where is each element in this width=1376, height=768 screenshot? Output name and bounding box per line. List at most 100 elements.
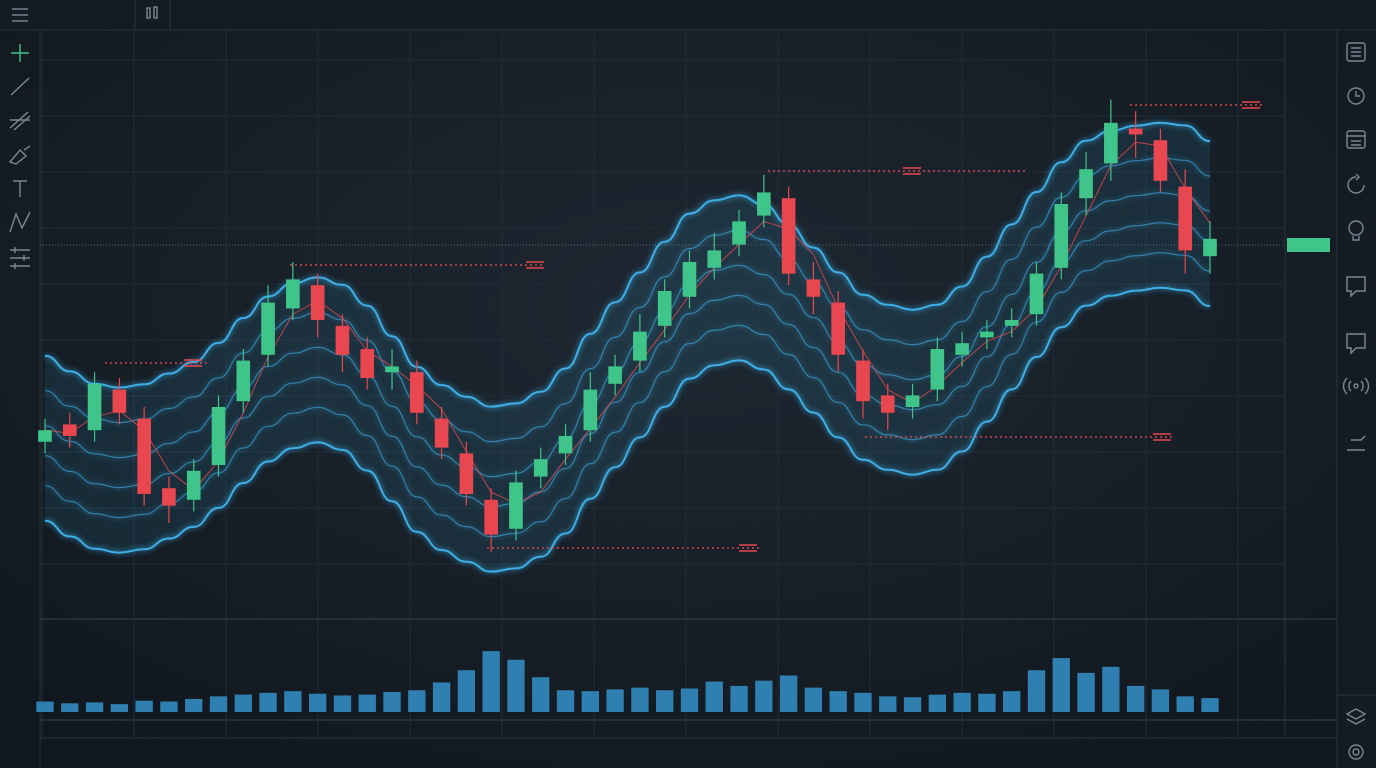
- candle-body: [434, 418, 449, 448]
- trend-line-tool[interactable]: [10, 77, 30, 96]
- right-toolbar: [1336, 30, 1376, 768]
- volume-bar: [358, 694, 376, 712]
- volume-bar: [705, 681, 723, 712]
- candle-body: [360, 349, 375, 378]
- volume-bar: [408, 690, 426, 712]
- candle-body: [162, 488, 176, 506]
- candle-body: [856, 360, 870, 402]
- candle-body: [905, 395, 920, 407]
- volume-bar: [1003, 691, 1021, 712]
- volume-bar: [755, 680, 773, 712]
- watchlist-button[interactable]: [1346, 42, 1366, 62]
- candle-body: [533, 459, 548, 477]
- band-line: [44, 121, 1211, 408]
- candle-body: [459, 453, 474, 494]
- messages-button[interactable]: [1346, 333, 1366, 355]
- volume-bar: [1151, 689, 1170, 712]
- crosshair-tool[interactable]: [11, 44, 29, 62]
- broadcast-button[interactable]: [1342, 377, 1370, 395]
- candle-body: [1203, 238, 1217, 257]
- volume-bar: [779, 675, 798, 712]
- measure-tool[interactable]: [10, 247, 30, 269]
- volume-bar: [1201, 698, 1219, 712]
- volume-bar: [1077, 672, 1095, 712]
- level-handles[interactable]: [184, 101, 1260, 552]
- volume-bar: [854, 692, 872, 712]
- chart-type-button[interactable]: [146, 6, 158, 19]
- volume-bar: [457, 670, 476, 712]
- candle-body: [484, 499, 498, 535]
- candle-body: [1004, 320, 1019, 326]
- top-bar: [0, 0, 1376, 31]
- candle-body: [806, 279, 821, 297]
- candle-body: [1153, 140, 1168, 181]
- candle-body: [236, 360, 251, 402]
- candle-body: [980, 331, 994, 338]
- candle-body: [137, 418, 151, 494]
- candle-body: [409, 372, 424, 413]
- brush-tool[interactable]: [8, 145, 31, 165]
- volume-bar: [606, 689, 624, 712]
- candle-body: [211, 407, 226, 465]
- candle-body: [186, 470, 201, 500]
- candle-body: [310, 285, 325, 320]
- candle-body: [38, 430, 52, 442]
- alerts-button[interactable]: [1347, 87, 1365, 105]
- price-tag: [1287, 238, 1330, 252]
- volume-bar: [1126, 685, 1145, 712]
- volume-bar: [507, 659, 525, 712]
- candle-body: [385, 366, 399, 373]
- volume-bar: [879, 696, 897, 712]
- volume-bar: [631, 687, 649, 712]
- volume-bar: [1102, 666, 1120, 712]
- fib-tool[interactable]: [9, 111, 31, 131]
- volume-bar: [85, 702, 104, 712]
- menu-button[interactable]: [12, 8, 28, 22]
- volume-bar: [482, 651, 500, 712]
- candle-body: [657, 291, 672, 326]
- candle-body: [87, 383, 102, 431]
- calendar-button[interactable]: [1346, 130, 1366, 149]
- volume-bar: [383, 691, 401, 712]
- layers-button[interactable]: [1345, 708, 1367, 725]
- pattern-tool[interactable]: [9, 211, 31, 233]
- volume-bar: [680, 688, 699, 712]
- plot: [36, 99, 1219, 712]
- candle-body: [1054, 204, 1069, 268]
- volume-bar: [209, 696, 228, 712]
- settings-button[interactable]: [1348, 744, 1364, 760]
- candle-body: [1029, 273, 1044, 315]
- band-line: [44, 252, 1211, 538]
- volume-bar: [1176, 696, 1194, 712]
- history-button[interactable]: [1347, 173, 1365, 194]
- candle-body: [1128, 128, 1143, 135]
- candle-body: [583, 389, 598, 431]
- hotlist-button[interactable]: [1347, 435, 1366, 451]
- volume-bar: [953, 692, 971, 712]
- candle-body: [633, 331, 647, 361]
- candle-body: [509, 482, 523, 529]
- candle-body: [1079, 169, 1093, 199]
- band-line: [44, 157, 1211, 443]
- volume-bar: [333, 695, 352, 712]
- candle-body: [880, 395, 895, 413]
- chat-button[interactable]: [1346, 276, 1366, 298]
- volume-bar: [234, 694, 252, 712]
- volume-bar: [61, 703, 79, 712]
- candle-body: [62, 424, 77, 436]
- volume-bar: [1052, 658, 1070, 712]
- candle-body: [1104, 122, 1118, 164]
- left-toolbar: [8, 30, 41, 768]
- text-tool[interactable]: [13, 180, 27, 197]
- band-fill: [45, 122, 1210, 572]
- candle-body: [112, 389, 127, 413]
- volume-bar: [110, 704, 129, 712]
- ideas-button[interactable]: [1348, 220, 1364, 241]
- volume-bar: [730, 685, 748, 712]
- candle-body: [930, 349, 945, 390]
- volume-bar: [284, 691, 302, 712]
- volume-bar: [556, 690, 575, 712]
- candle-body: [707, 250, 722, 268]
